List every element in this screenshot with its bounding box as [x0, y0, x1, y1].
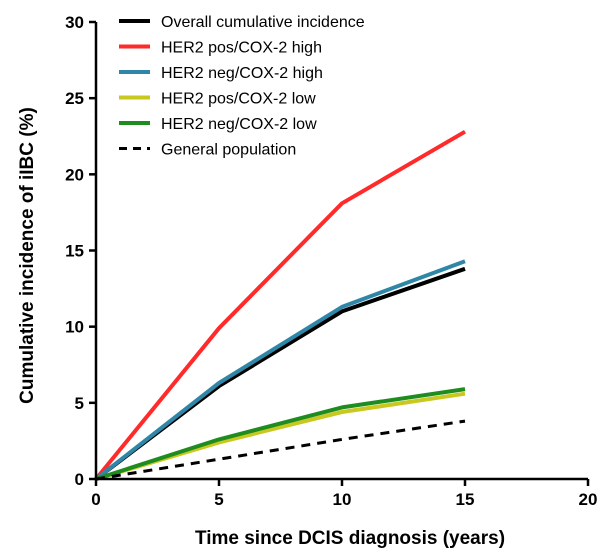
- legend-label: HER2 pos/COX-2 high: [161, 40, 322, 57]
- y-axis-ticks: 0 5 10 15 20 25 30: [65, 13, 96, 489]
- series-line-her2-neg-cox-2-low: [95, 387, 466, 481]
- series-line-overall-cumulative-incidence: [94, 266, 466, 481]
- y-tick-label: 5: [75, 394, 84, 413]
- x-axis-title: Time since DCIS diagnosis (years): [195, 528, 505, 549]
- y-tick-label: 0: [75, 470, 84, 489]
- x-tick-label: 5: [214, 490, 223, 509]
- legend-label: General population: [161, 142, 296, 159]
- legend: Overall cumulative incidence HER2 pos/COX…: [119, 14, 365, 159]
- legend-label: HER2 neg/COX-2 high: [161, 65, 323, 82]
- x-tick-label: 15: [456, 490, 475, 509]
- series-line-general-population: [95, 419, 466, 481]
- x-tick-label: 0: [91, 490, 100, 509]
- y-tick-label: 25: [65, 89, 84, 108]
- x-axis-ticks: 0 5 10 15 20: [91, 479, 597, 509]
- plot-area: [94, 129, 467, 481]
- y-axis-title: Cumulative incidence of iIBC (%): [17, 107, 38, 404]
- legend-label: HER2 neg/COX-2 low: [161, 116, 317, 133]
- y-tick-label: 20: [65, 165, 84, 184]
- y-tick-label: 10: [65, 318, 84, 337]
- legend-label: Overall cumulative incidence: [161, 14, 365, 31]
- series-line-her2-neg-cox-2-high: [94, 259, 466, 481]
- x-tick-label: 20: [579, 490, 598, 509]
- legend-label: HER2 pos/COX-2 low: [161, 91, 316, 108]
- series-line-her2-pos-cox-2-high: [94, 129, 467, 481]
- y-tick-label: 30: [65, 13, 84, 32]
- x-tick-label: 10: [333, 490, 352, 509]
- y-tick-label: 15: [65, 242, 84, 261]
